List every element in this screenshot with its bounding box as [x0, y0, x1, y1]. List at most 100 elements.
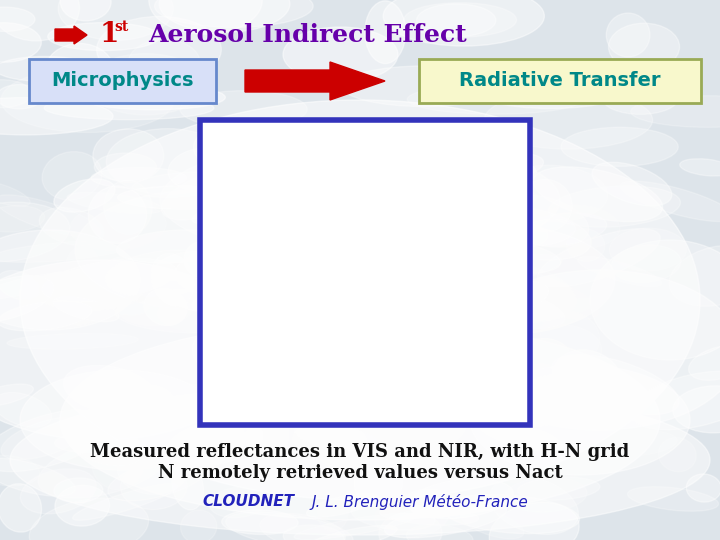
- Ellipse shape: [294, 514, 417, 539]
- Ellipse shape: [73, 483, 178, 520]
- Ellipse shape: [323, 410, 360, 457]
- Ellipse shape: [344, 141, 472, 197]
- Ellipse shape: [210, 152, 287, 176]
- Ellipse shape: [351, 501, 435, 530]
- Ellipse shape: [566, 228, 605, 261]
- Ellipse shape: [368, 150, 536, 195]
- Ellipse shape: [444, 284, 565, 328]
- Ellipse shape: [606, 13, 650, 57]
- Ellipse shape: [251, 204, 286, 249]
- Ellipse shape: [594, 431, 678, 456]
- Ellipse shape: [459, 205, 591, 260]
- Ellipse shape: [282, 355, 392, 402]
- Ellipse shape: [402, 382, 434, 409]
- FancyArrow shape: [55, 26, 87, 44]
- Ellipse shape: [166, 457, 217, 478]
- Ellipse shape: [503, 299, 598, 325]
- Ellipse shape: [246, 410, 289, 460]
- Ellipse shape: [307, 493, 379, 517]
- Ellipse shape: [94, 153, 156, 181]
- Ellipse shape: [158, 298, 240, 333]
- Ellipse shape: [484, 91, 652, 149]
- Ellipse shape: [408, 84, 583, 114]
- Ellipse shape: [549, 186, 680, 227]
- Ellipse shape: [75, 190, 325, 310]
- Ellipse shape: [168, 147, 243, 191]
- Ellipse shape: [627, 487, 719, 511]
- Ellipse shape: [38, 437, 168, 498]
- Ellipse shape: [381, 191, 481, 254]
- Ellipse shape: [154, 252, 214, 280]
- Ellipse shape: [602, 81, 679, 114]
- Ellipse shape: [460, 270, 720, 430]
- Ellipse shape: [60, 320, 660, 520]
- Ellipse shape: [196, 309, 243, 334]
- Ellipse shape: [474, 281, 549, 316]
- Ellipse shape: [164, 289, 235, 314]
- Ellipse shape: [0, 0, 79, 41]
- Ellipse shape: [411, 227, 518, 275]
- Ellipse shape: [192, 192, 289, 224]
- Ellipse shape: [0, 272, 77, 300]
- Ellipse shape: [0, 202, 70, 262]
- Ellipse shape: [341, 465, 475, 514]
- Ellipse shape: [417, 4, 496, 37]
- Ellipse shape: [220, 313, 294, 353]
- Ellipse shape: [480, 266, 599, 320]
- Ellipse shape: [405, 489, 459, 517]
- Ellipse shape: [54, 179, 115, 212]
- Ellipse shape: [0, 7, 35, 31]
- Ellipse shape: [509, 225, 548, 247]
- Ellipse shape: [338, 247, 413, 292]
- Ellipse shape: [385, 225, 615, 335]
- Ellipse shape: [537, 228, 660, 287]
- Ellipse shape: [379, 512, 442, 540]
- Ellipse shape: [345, 409, 382, 447]
- Ellipse shape: [55, 433, 132, 453]
- Ellipse shape: [464, 60, 637, 109]
- Ellipse shape: [184, 241, 223, 279]
- Ellipse shape: [156, 260, 209, 296]
- Text: Measured reflectances in VIS and NIR, with H-N grid: Measured reflectances in VIS and NIR, wi…: [91, 443, 629, 461]
- Ellipse shape: [446, 186, 513, 241]
- Ellipse shape: [470, 365, 690, 475]
- Ellipse shape: [592, 162, 672, 206]
- Ellipse shape: [686, 474, 720, 502]
- Ellipse shape: [294, 423, 379, 452]
- Ellipse shape: [0, 301, 92, 331]
- Ellipse shape: [70, 202, 166, 251]
- Ellipse shape: [402, 126, 531, 193]
- Ellipse shape: [342, 66, 506, 106]
- Ellipse shape: [305, 359, 410, 410]
- Ellipse shape: [534, 167, 662, 221]
- FancyArrow shape: [245, 62, 385, 100]
- Ellipse shape: [367, 238, 465, 296]
- Ellipse shape: [192, 287, 284, 315]
- Ellipse shape: [672, 386, 720, 433]
- Ellipse shape: [495, 165, 608, 222]
- Ellipse shape: [7, 333, 138, 349]
- Ellipse shape: [0, 409, 114, 471]
- Ellipse shape: [161, 170, 252, 220]
- Ellipse shape: [160, 140, 560, 260]
- Ellipse shape: [66, 421, 143, 466]
- Ellipse shape: [380, 505, 479, 525]
- Ellipse shape: [290, 149, 428, 173]
- Ellipse shape: [271, 373, 395, 423]
- Ellipse shape: [297, 228, 416, 264]
- Ellipse shape: [308, 418, 348, 469]
- Ellipse shape: [387, 152, 509, 172]
- Ellipse shape: [305, 525, 397, 540]
- Ellipse shape: [108, 456, 210, 501]
- Ellipse shape: [159, 0, 290, 32]
- Ellipse shape: [282, 154, 405, 189]
- Ellipse shape: [512, 338, 572, 387]
- Ellipse shape: [0, 484, 42, 532]
- Ellipse shape: [317, 491, 348, 531]
- Ellipse shape: [412, 428, 449, 451]
- Ellipse shape: [441, 160, 520, 215]
- Ellipse shape: [404, 3, 516, 37]
- Ellipse shape: [180, 91, 307, 128]
- Ellipse shape: [144, 289, 187, 326]
- Ellipse shape: [361, 138, 462, 170]
